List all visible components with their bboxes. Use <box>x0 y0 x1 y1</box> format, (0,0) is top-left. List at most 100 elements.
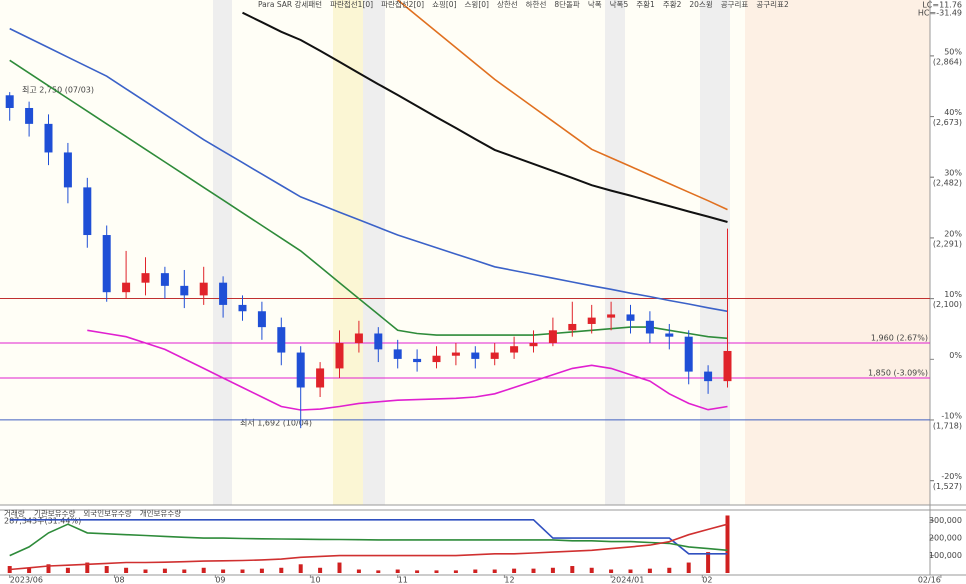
candle-body <box>102 235 111 293</box>
x-tick-label: 02/16 <box>918 576 941 584</box>
candle-body <box>432 355 441 363</box>
legend-label: 낙폭5 <box>610 0 629 9</box>
volume-bar <box>240 569 245 573</box>
y-tick-label: (1,718) <box>933 421 962 430</box>
volume-bar <box>725 515 730 573</box>
volume-bar <box>667 567 672 573</box>
volume-bar <box>686 562 691 573</box>
candle-body <box>180 285 189 296</box>
volume-bar <box>162 568 167 573</box>
low-annotation: 최저 1,692 (10/04) <box>240 418 312 428</box>
volume-bar <box>318 567 323 573</box>
reference-label: 1,850 (-3.09%) <box>868 368 928 377</box>
legend-label: 기관보유수량 <box>34 508 75 518</box>
candle-body <box>723 350 732 382</box>
x-tick-label: 12 <box>504 576 514 584</box>
volume-bar <box>356 569 361 573</box>
candle-body <box>490 352 499 359</box>
candle-body <box>238 304 247 312</box>
x-tick-label: 2023/06 <box>10 576 43 584</box>
x-tick-label: 2024/01 <box>611 576 644 584</box>
legend-label: 8단돌파 <box>554 0 580 9</box>
x-tick-label: 09 <box>215 576 225 584</box>
volume-bar <box>259 568 264 573</box>
y2-tick-label: -20% <box>941 472 962 481</box>
line-series <box>9 523 728 571</box>
y-tick-label: (2,291) <box>933 239 962 248</box>
line-series <box>242 11 728 223</box>
volume-bar <box>182 569 187 573</box>
legend-label: 파란접선1[0] <box>330 0 373 9</box>
high-annotation: 최고 2,750 (07/03) <box>22 85 94 95</box>
candle-body <box>704 371 713 382</box>
volume-bar <box>609 569 614 573</box>
candle-body <box>141 273 150 283</box>
candle-body <box>510 346 519 353</box>
candle-body <box>587 317 596 324</box>
volume-bar <box>46 564 51 573</box>
volume-bar <box>628 569 633 573</box>
x-tick-label: 10 <box>310 576 320 584</box>
legend-label: Para SAR 강세패턴 <box>258 0 322 9</box>
candle-body <box>277 327 286 353</box>
volume-bar <box>7 566 12 573</box>
volume-bar <box>473 569 478 573</box>
line-series <box>9 27 728 313</box>
legend-label: 공구리표 <box>721 0 749 9</box>
legend-label: 외국인보유수량 <box>83 508 131 518</box>
volume-bar <box>647 568 652 573</box>
volume-bar <box>221 569 226 573</box>
legend-label: 낙폭 <box>588 0 602 9</box>
y2-tick-label: 50% <box>944 47 962 56</box>
volume-bar <box>104 566 109 573</box>
volume-bar <box>395 569 400 573</box>
line-series <box>9 523 728 557</box>
candle-body <box>44 123 53 153</box>
candle-body <box>160 273 169 286</box>
volume-bar <box>376 570 381 573</box>
legend-label: 20스윙 <box>689 0 712 9</box>
candle-body <box>354 333 363 344</box>
legend-label: 상한선 <box>497 0 518 9</box>
x-tick-label: 02 <box>702 576 712 584</box>
legend-label: 거래량 <box>4 509 25 518</box>
reference-label: 1,960 (2.67%) <box>871 334 928 343</box>
y-tick-label: 100,000 <box>929 551 962 560</box>
x-tick-label: 08 <box>114 576 124 584</box>
y2-tick-label: 10% <box>944 290 962 299</box>
candle-body <box>316 368 325 388</box>
volume-annotation: 287,343주(31.44%) <box>4 517 81 526</box>
volume-bar <box>298 564 303 573</box>
y-tick-label: (1,527) <box>933 482 962 491</box>
legend-label: 공구리표2 <box>756 0 789 9</box>
candle-body <box>335 343 344 369</box>
hc-label: HC=-31.49 <box>918 9 962 18</box>
candle-body <box>529 343 538 347</box>
y-tick-label: (2,673) <box>933 118 962 127</box>
legend-label: 개인보유수량 <box>140 508 181 518</box>
legend-label: 스윙[0] <box>465 0 489 9</box>
volume-bar <box>27 567 32 573</box>
candle-body <box>645 320 654 334</box>
y2-tick-label: 40% <box>944 108 962 117</box>
volume-bar <box>85 562 90 573</box>
candle-body <box>122 282 131 293</box>
y-tick-label: (2,864) <box>933 57 962 66</box>
y2-tick-label: 0% <box>949 351 962 360</box>
legend-label: 주황1 <box>636 0 655 9</box>
candle-body <box>374 333 383 350</box>
y2-tick-label: 20% <box>944 229 962 238</box>
volume-bar <box>589 567 594 573</box>
candle-body <box>219 282 228 305</box>
volume-bar <box>337 562 342 573</box>
volume-bar <box>512 568 517 573</box>
candle-body <box>83 187 92 236</box>
legend-label: 쇼핑[0] <box>432 0 456 9</box>
candle-body <box>199 282 208 296</box>
volume-bar <box>65 567 70 573</box>
line-series <box>9 59 728 340</box>
y-tick-label: (2,482) <box>933 179 962 188</box>
volume-bar <box>453 570 458 573</box>
